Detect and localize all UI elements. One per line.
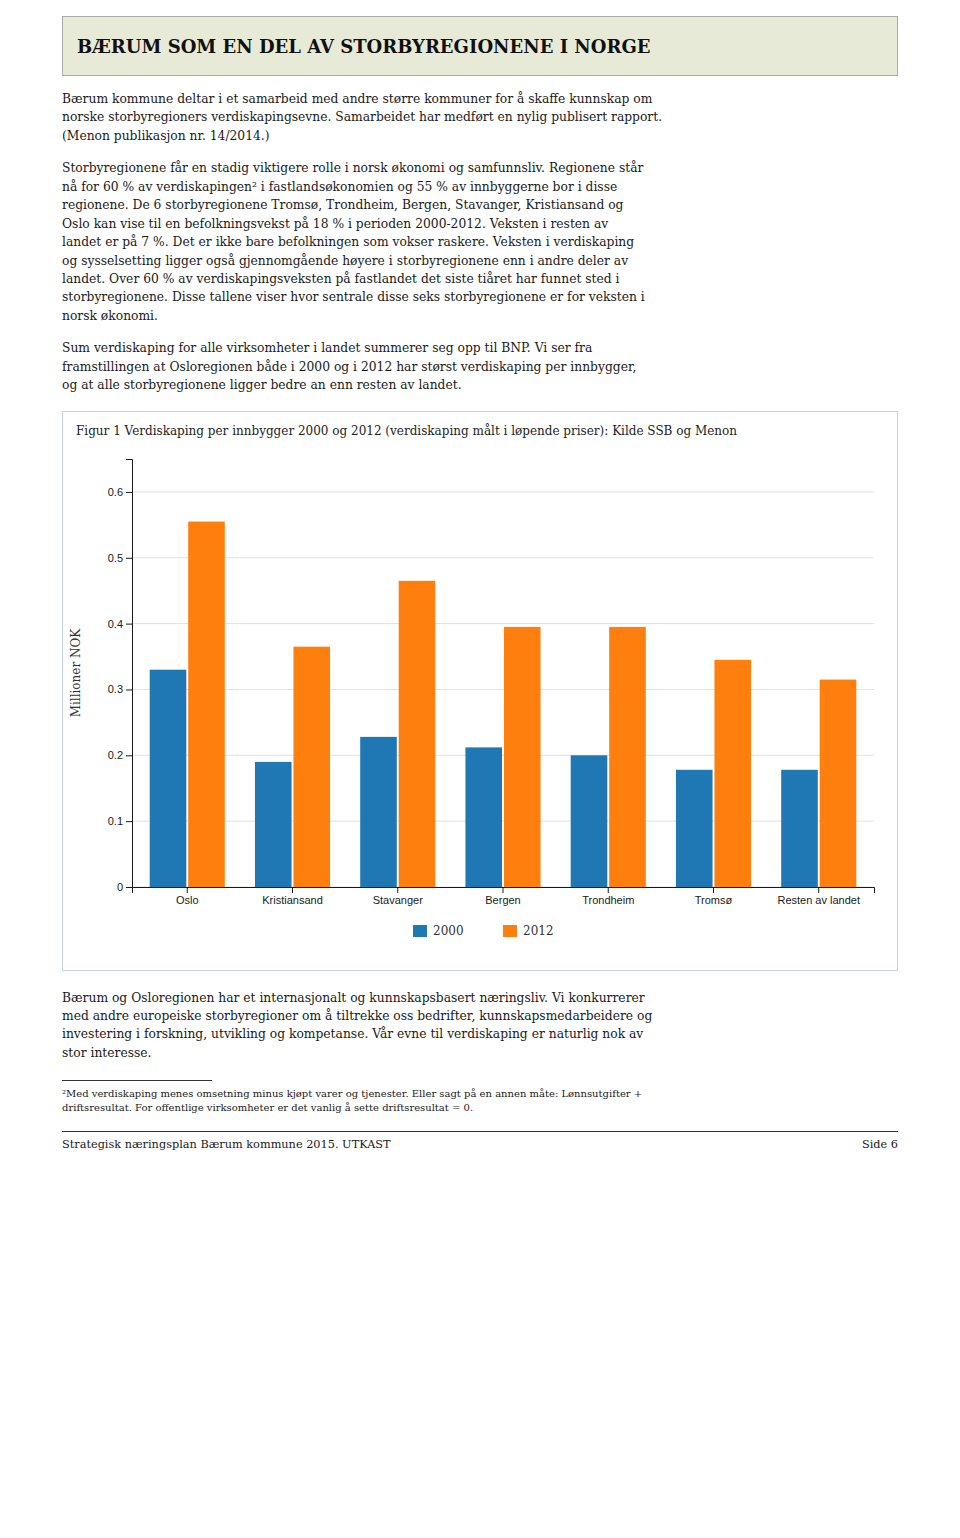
y-tick-mark [126,557,132,558]
chart-container: Figur 1 Verdiskaping per innbygger 2000 … [62,411,898,975]
grid-line [132,557,874,558]
y-tick: 0.3 [108,683,132,695]
bar [504,626,541,886]
x-tick-label: Bergen [485,893,520,905]
grid-line [132,689,874,690]
y-tick-label: 0.3 [108,683,123,695]
legend-item: 2012 [503,924,554,938]
bar [676,769,713,886]
y-tick-mark [126,689,132,690]
y-tick: 0.4 [108,617,132,629]
x-tick-label: Stavanger [373,893,423,905]
legend-label: 2012 [523,924,554,938]
x-tick-label: Trondheim [582,893,634,905]
x-tick-mark [713,887,714,893]
footer-rule [62,1131,898,1132]
x-tick-label: Tromsø [695,893,733,905]
grid-line [132,491,874,492]
footnote: ²Med verdiskaping menes omsetning minus … [62,1087,898,1115]
legend-label: 2000 [433,924,464,938]
footer: Strategisk næringsplan Bærum kommune 201… [62,1138,898,1151]
y-tick-label: 0 [117,881,123,893]
y-tick: 0.5 [108,551,132,563]
chart-frame [63,411,898,970]
x-tick-mark [187,887,188,893]
footer-page: Side 6 [862,1138,898,1151]
legend-swatch [413,925,427,937]
y-tick-label: 0.1 [108,815,123,827]
body-text: Storbyregionene får en stadig viktigere … [62,159,898,325]
x-tick-mark [608,887,609,893]
legend-item: 2000 [413,924,464,938]
x-tick-mark [292,887,293,893]
y-tick-mark [126,623,132,624]
x-tick-label: Resten av landet [777,893,860,905]
page-title: BÆRUM SOM EN DEL AV STORBYREGIONENE I NO… [62,16,898,76]
bar [465,747,502,887]
y-tick-mark [126,755,132,756]
bar [293,646,330,886]
legend: 2000 2012 [413,924,554,938]
x-tick: Bergen [485,887,520,906]
bar [571,755,608,887]
y-tick-mark [126,821,132,822]
bars [150,521,857,886]
x-tick: Trondheim [582,887,634,906]
bar [609,626,646,886]
x-tick-label: Oslo [176,893,199,905]
x-axis: Oslo Kristiansand Stavanger Bergen Trondheim… [133,887,875,906]
y-axis-title: Millioner NOK [69,627,83,717]
bar [399,580,436,886]
grid-line [132,623,874,624]
y-tick-label: 0.4 [108,617,123,629]
bar-series [188,521,856,886]
footnote-rule [62,1080,212,1081]
x-tick: Kristiansand [262,887,323,906]
bar [820,679,857,886]
x-tick: Oslo [176,887,199,906]
body-text: Bærum kommune deltar i et samarbeid med … [62,90,898,145]
y-tick: 0 [117,881,132,893]
footer-text: Strategisk næringsplan Bærum kommune 201… [62,1138,391,1151]
x-tick: Tromsø [695,887,733,906]
bar [255,761,292,886]
x-tick: Stavanger [373,887,423,906]
chart: Figur 1 Verdiskaping per innbygger 2000 … [62,411,898,971]
bar [360,736,397,886]
x-tick-mark [397,887,398,893]
y-axis: 0 0.1 0.2 0.3 0.4 0.5 0.6 [108,459,133,893]
x-tick-mark [503,887,504,893]
bar [188,521,225,886]
plot: 0 0.1 0.2 0.3 0.4 0.5 0.6 Oslo Kristiansand Stava… [69,459,875,905]
bar [714,659,751,886]
x-tick-label: Kristiansand [262,893,323,905]
bar [150,669,187,886]
y-axis-line [126,459,133,887]
y-tick: 0.6 [108,486,132,498]
y-tick: 0.2 [108,749,132,761]
body-text: Bærum og Osloregionen har et internasjon… [62,989,898,1063]
page: BÆRUM SOM EN DEL AV STORBYREGIONENE I NO… [0,0,960,1151]
grid [132,491,874,886]
x-axis-line [133,887,875,893]
y-tick-label: 0.6 [108,486,123,498]
bar [781,769,818,886]
grid-line [132,820,874,821]
y-tick-mark [126,491,132,492]
legend-swatch [503,925,517,937]
grid-line [132,754,874,755]
y-tick: 0.1 [108,815,132,827]
x-tick-mark [818,887,819,893]
chart-title: Figur 1 Verdiskaping per innbygger 2000 … [76,423,737,438]
body-text: Sum verdiskaping for alle virksomheter i… [62,339,898,394]
y-tick-mark [126,887,132,888]
x-tick: Resten av landet [777,887,860,906]
y-tick-label: 0.5 [108,551,123,563]
y-tick-label: 0.2 [108,749,123,761]
